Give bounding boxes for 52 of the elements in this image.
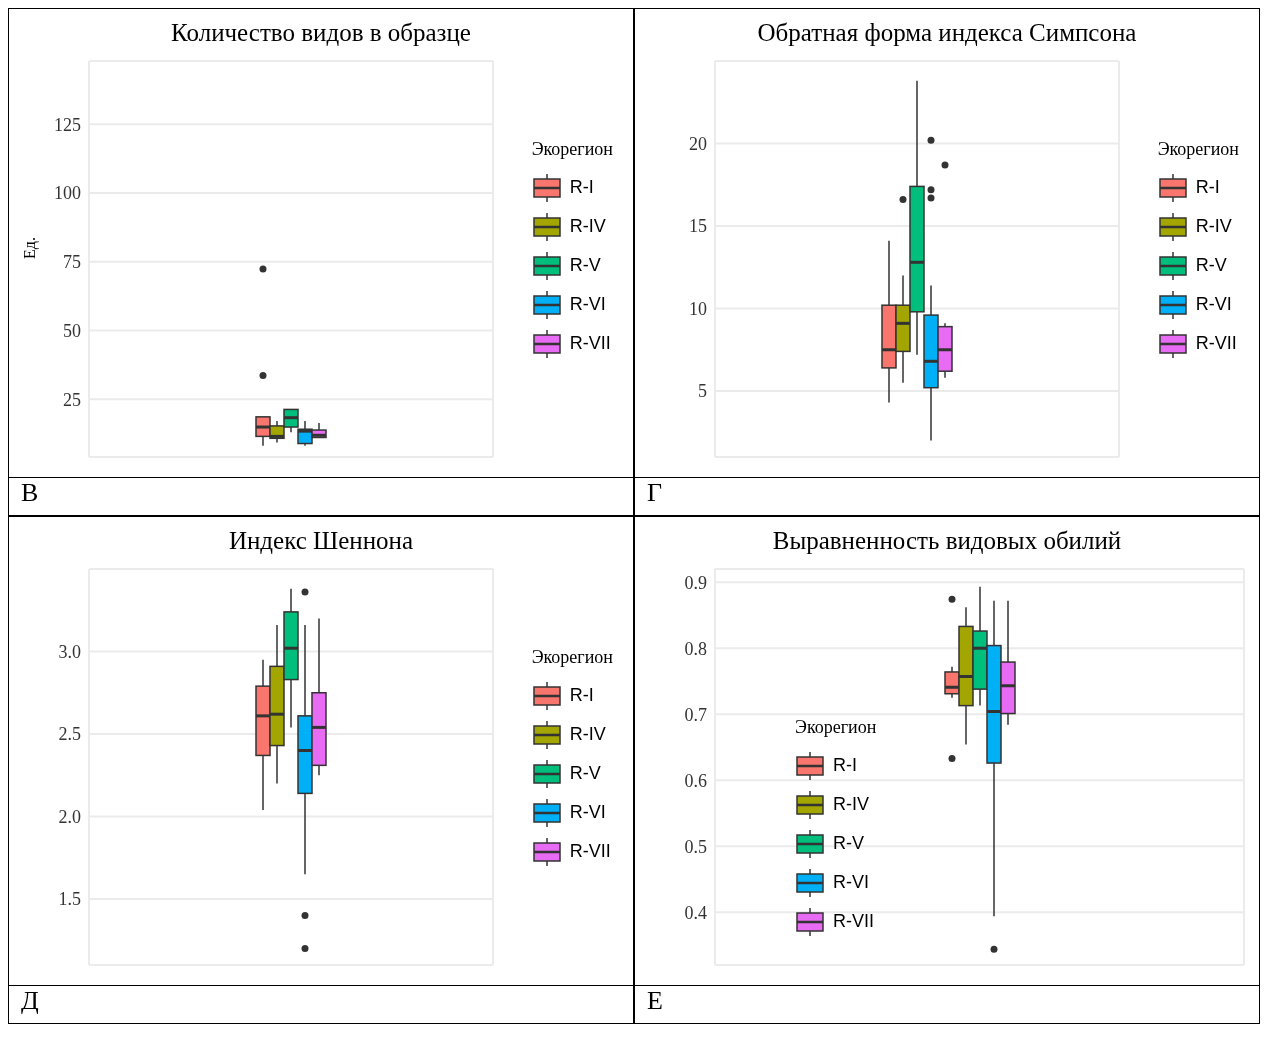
- legend-title: Экорегион: [795, 717, 877, 738]
- legend-label: R-V: [569, 763, 601, 784]
- y-tick-label: 20: [689, 133, 707, 154]
- legend-label: R-I: [833, 755, 857, 776]
- legend-label: R-IV: [833, 794, 869, 815]
- y-tick-label: 3.0: [58, 641, 81, 662]
- y-tick-label: 0.4: [684, 902, 707, 923]
- text: Г: [647, 478, 663, 507]
- y-tick-label: 0.7: [684, 704, 707, 725]
- y-tick-label: 1.5: [58, 889, 81, 910]
- chart-title: Выравненность видовых обилий: [771, 526, 1123, 556]
- legend-label: R-V: [569, 255, 601, 276]
- y-tick-label: 0.6: [684, 770, 707, 791]
- legend-label: R-VI: [1195, 294, 1232, 315]
- y-tick-label: 125: [54, 114, 81, 135]
- legend-label: R-I: [569, 177, 594, 198]
- y-tick-label: 100: [54, 183, 81, 204]
- legend-label: R-VII: [1195, 333, 1237, 354]
- legend-label: R-VI: [569, 802, 606, 823]
- chart-title: Индекс Шеннона: [227, 526, 415, 556]
- legend-label: R-VII: [569, 333, 611, 354]
- legend-title: Экорегион: [531, 647, 613, 668]
- legend-label: R-IV: [569, 724, 606, 745]
- y-tick-label: 50: [63, 320, 81, 341]
- legend-label: R-V: [833, 833, 864, 854]
- y-tick-label: 2.5: [58, 724, 81, 745]
- legend-title: Экорегион: [531, 139, 613, 160]
- y-tick-label: 25: [63, 389, 81, 410]
- legend-label: R-IV: [569, 216, 606, 237]
- text: В: [21, 478, 39, 507]
- y-tick-label: 0.5: [684, 836, 707, 857]
- y-axis-title: Ед.: [20, 237, 39, 259]
- text: Д: [21, 986, 39, 1015]
- y-tick-label: 5: [698, 381, 707, 402]
- legend-label: R-I: [1195, 177, 1220, 198]
- legend-label: R-V: [1195, 255, 1227, 276]
- y-tick-label: 2.0: [58, 806, 81, 827]
- legend-label: R-I: [569, 685, 594, 706]
- y-tick-label: 0.8: [684, 638, 707, 659]
- chart-title: Обратная форма индекса Симпсона: [756, 18, 1138, 48]
- text: Е: [647, 986, 663, 1015]
- legend-title: Экорегион: [1157, 139, 1239, 160]
- y-tick-label: 0.9: [684, 572, 707, 593]
- chart-title: Количество видов в образце: [170, 18, 472, 48]
- legend-label: R-VII: [833, 911, 875, 932]
- legend-label: R-VI: [833, 872, 869, 893]
- y-tick-label: 75: [63, 252, 81, 273]
- legend-label: R-VII: [569, 841, 611, 862]
- y-tick-label: 10: [689, 298, 707, 319]
- legend-label: R-VI: [569, 294, 606, 315]
- legend-label: R-IV: [1195, 216, 1232, 237]
- y-tick-label: 15: [689, 216, 707, 237]
